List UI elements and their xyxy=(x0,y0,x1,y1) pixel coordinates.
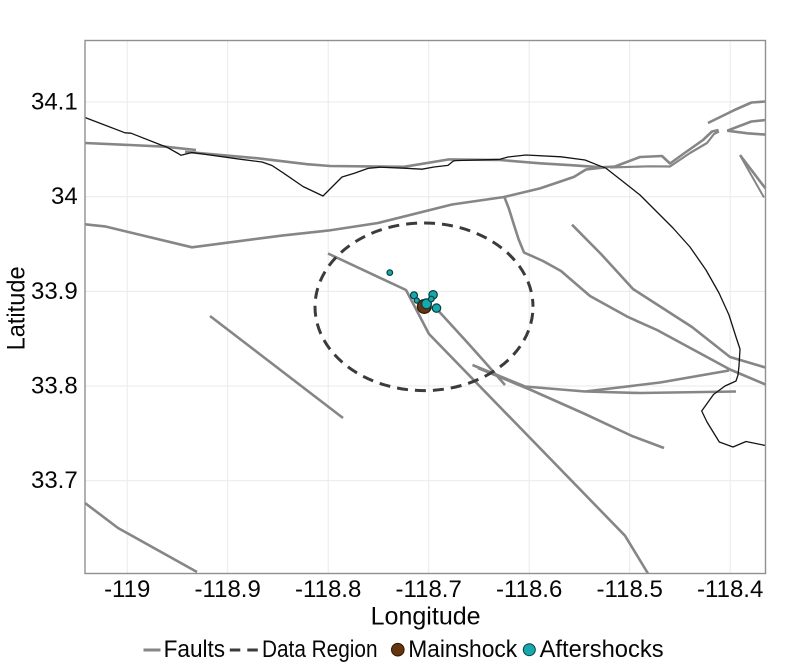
svg-text:Faults: Faults xyxy=(164,636,226,663)
svg-text:-118.9: -118.9 xyxy=(195,576,261,603)
svg-text:Latitude: Latitude xyxy=(3,266,31,350)
svg-text:Mainshock: Mainshock xyxy=(408,636,518,663)
svg-text:33.9: 33.9 xyxy=(31,278,78,305)
svg-text:34: 34 xyxy=(51,183,78,210)
svg-text:Aftershocks: Aftershocks xyxy=(540,636,664,663)
svg-text:Data Region: Data Region xyxy=(262,636,378,663)
svg-text:-118.5: -118.5 xyxy=(597,576,663,603)
svg-text:-118.8: -118.8 xyxy=(295,576,361,603)
svg-text:33.8: 33.8 xyxy=(31,372,78,399)
svg-text:-118.6: -118.6 xyxy=(496,576,562,603)
svg-text:-119: -119 xyxy=(104,576,150,603)
svg-text:33.7: 33.7 xyxy=(31,467,78,494)
svg-text:Longitude: Longitude xyxy=(371,603,481,631)
svg-text:34.1: 34.1 xyxy=(31,88,78,115)
svg-text:-118.7: -118.7 xyxy=(396,576,462,603)
svg-text:-118.4: -118.4 xyxy=(697,576,763,603)
